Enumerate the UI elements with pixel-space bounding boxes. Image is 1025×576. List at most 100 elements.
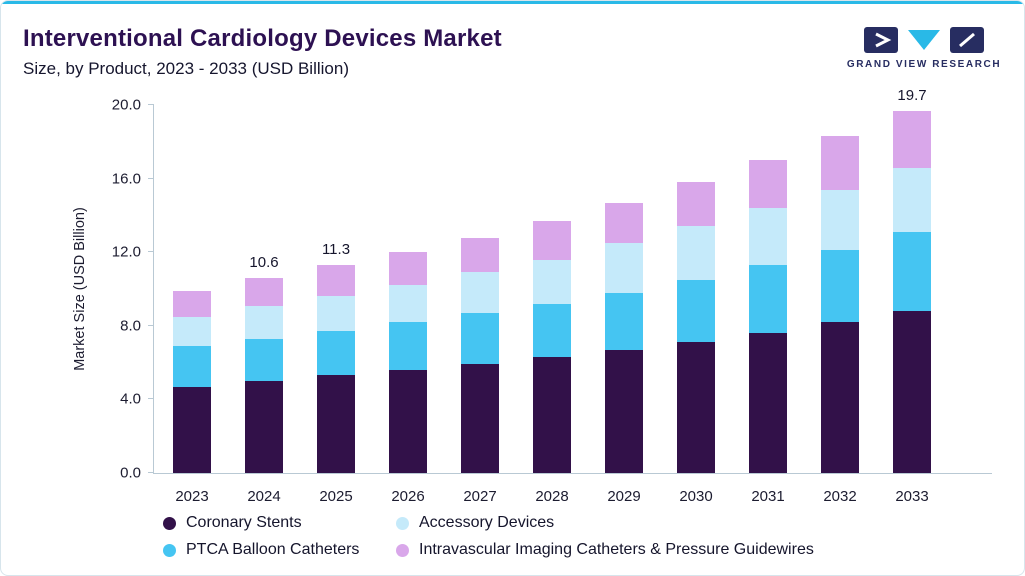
bar-segment[interactable] bbox=[605, 349, 643, 473]
stacked-bar[interactable] bbox=[749, 105, 787, 473]
bar-segment[interactable] bbox=[749, 265, 787, 334]
x-axis-label: 2028 bbox=[535, 488, 569, 505]
y-tick-mark bbox=[148, 177, 154, 179]
stacked-bar[interactable] bbox=[677, 105, 715, 473]
bar-segment[interactable] bbox=[749, 160, 787, 209]
bar-segment[interactable] bbox=[533, 303, 571, 358]
bar-value-label: 10.6 bbox=[249, 253, 279, 271]
bar-segment[interactable] bbox=[749, 333, 787, 473]
page-title: Interventional Cardiology Devices Market bbox=[23, 25, 502, 52]
bar-segment[interactable] bbox=[317, 265, 355, 297]
bar-segment[interactable] bbox=[317, 296, 355, 332]
stacked-bar[interactable] bbox=[173, 105, 211, 473]
bar-segment[interactable] bbox=[389, 252, 427, 286]
y-tick-label: 12.0 bbox=[111, 243, 141, 261]
bar-segment[interactable] bbox=[461, 312, 499, 365]
bar-segment[interactable] bbox=[533, 357, 571, 473]
bar-segment[interactable] bbox=[389, 285, 427, 323]
legend-item[interactable]: Coronary Stents bbox=[163, 514, 396, 532]
bar-segment[interactable] bbox=[533, 220, 571, 260]
brand-logo: GRAND VIEW RESEARCH bbox=[846, 27, 1002, 70]
bar-value-label: 19.7 bbox=[897, 86, 927, 104]
bar-segment[interactable] bbox=[533, 259, 571, 304]
bar-group-2029: 2029 bbox=[588, 105, 660, 505]
bar-segment[interactable] bbox=[245, 277, 283, 306]
legend-marker-icon bbox=[163, 543, 176, 557]
bar-segment[interactable] bbox=[677, 182, 715, 227]
x-axis-label: 2027 bbox=[463, 488, 497, 505]
legend-label: Accessory Devices bbox=[419, 514, 555, 531]
legend-marker-icon bbox=[396, 543, 409, 557]
bar-segment[interactable] bbox=[173, 316, 211, 347]
bar-segment[interactable] bbox=[245, 338, 283, 381]
y-tick-label: 0.0 bbox=[120, 464, 141, 482]
stacked-bar[interactable] bbox=[605, 105, 643, 473]
bar-segment[interactable] bbox=[245, 381, 283, 473]
bar-segment[interactable] bbox=[389, 322, 427, 370]
y-axis-title: Market Size (USD Billion) bbox=[72, 207, 88, 371]
y-tick-mark bbox=[148, 104, 154, 105]
legend-item[interactable]: PTCA Balloon Catheters bbox=[163, 541, 396, 559]
bars: 2023 10.6 2024 11.3 2025 2026 2027 2028 2029 2030… bbox=[156, 87, 948, 505]
stacked-bar[interactable] bbox=[245, 105, 283, 473]
stacked-bar[interactable] bbox=[893, 105, 931, 473]
bar-group-2025: 11.3 2025 bbox=[300, 105, 372, 505]
legend-label: Intravascular Imaging Catheters & Pressu… bbox=[419, 541, 814, 558]
bar-group-2033: 19.7 2033 bbox=[876, 87, 948, 505]
stacked-bar[interactable] bbox=[533, 105, 571, 473]
legend-marker-icon bbox=[396, 516, 409, 530]
bar-segment[interactable] bbox=[317, 331, 355, 376]
x-axis-label: 2024 bbox=[247, 488, 281, 505]
bar-segment[interactable] bbox=[245, 305, 283, 339]
page-subtitle: Size, by Product, 2023 - 2033 (USD Billi… bbox=[23, 59, 349, 78]
x-axis-label: 2032 bbox=[823, 488, 857, 505]
bar-segment[interactable] bbox=[749, 208, 787, 266]
bar-segment[interactable] bbox=[605, 243, 643, 293]
bar-group-2031: 2031 bbox=[732, 105, 804, 505]
top-accent-bar bbox=[1, 1, 1024, 4]
bar-group-2030: 2030 bbox=[660, 105, 732, 505]
bar-segment[interactable] bbox=[821, 250, 859, 323]
legend-label: PTCA Balloon Catheters bbox=[186, 541, 360, 558]
brand-logo-text: GRAND VIEW RESEARCH bbox=[846, 59, 1002, 70]
x-axis-label: 2030 bbox=[679, 488, 713, 505]
bar-segment[interactable] bbox=[893, 167, 931, 232]
brand-logo-icon bbox=[864, 27, 984, 53]
bar-group-2027: 2027 bbox=[444, 105, 516, 505]
bar-segment[interactable] bbox=[389, 369, 427, 473]
bar-segment[interactable] bbox=[893, 231, 931, 312]
y-tick-label: 4.0 bbox=[120, 390, 141, 408]
legend-item[interactable]: Intravascular Imaging Catheters & Pressu… bbox=[396, 541, 814, 559]
stacked-bar[interactable] bbox=[821, 105, 859, 473]
bar-segment[interactable] bbox=[173, 346, 211, 387]
bar-segment[interactable] bbox=[893, 311, 931, 473]
bar-segment[interactable] bbox=[317, 375, 355, 473]
bar-segment[interactable] bbox=[821, 136, 859, 190]
bar-segment[interactable] bbox=[173, 386, 211, 473]
bar-segment[interactable] bbox=[677, 279, 715, 343]
stacked-bar[interactable] bbox=[461, 105, 499, 473]
legend-item[interactable]: Accessory Devices bbox=[396, 514, 814, 532]
bar-group-2032: 2032 bbox=[804, 105, 876, 505]
bar-segment[interactable] bbox=[605, 292, 643, 350]
bar-segment[interactable] bbox=[461, 237, 499, 273]
bar-segment[interactable] bbox=[461, 272, 499, 313]
legend-marker-icon bbox=[163, 516, 176, 530]
bar-value-label: 11.3 bbox=[321, 241, 351, 259]
bar-segment[interactable] bbox=[173, 290, 211, 317]
bar-group-2023: 2023 bbox=[156, 105, 228, 505]
bar-segment[interactable] bbox=[821, 322, 859, 473]
stacked-bar[interactable] bbox=[389, 105, 427, 473]
bar-segment[interactable] bbox=[605, 202, 643, 244]
bar-segment[interactable] bbox=[893, 110, 931, 168]
bar-segment[interactable] bbox=[821, 189, 859, 251]
y-tick-label: 16.0 bbox=[111, 170, 141, 188]
bar-segment[interactable] bbox=[461, 364, 499, 473]
x-axis-label: 2029 bbox=[607, 488, 641, 505]
y-tick-label: 20.0 bbox=[111, 96, 141, 114]
stacked-bar[interactable] bbox=[317, 105, 355, 473]
bar-segment[interactable] bbox=[677, 226, 715, 280]
y-tick-mark bbox=[148, 324, 154, 326]
bar-segment[interactable] bbox=[677, 342, 715, 473]
